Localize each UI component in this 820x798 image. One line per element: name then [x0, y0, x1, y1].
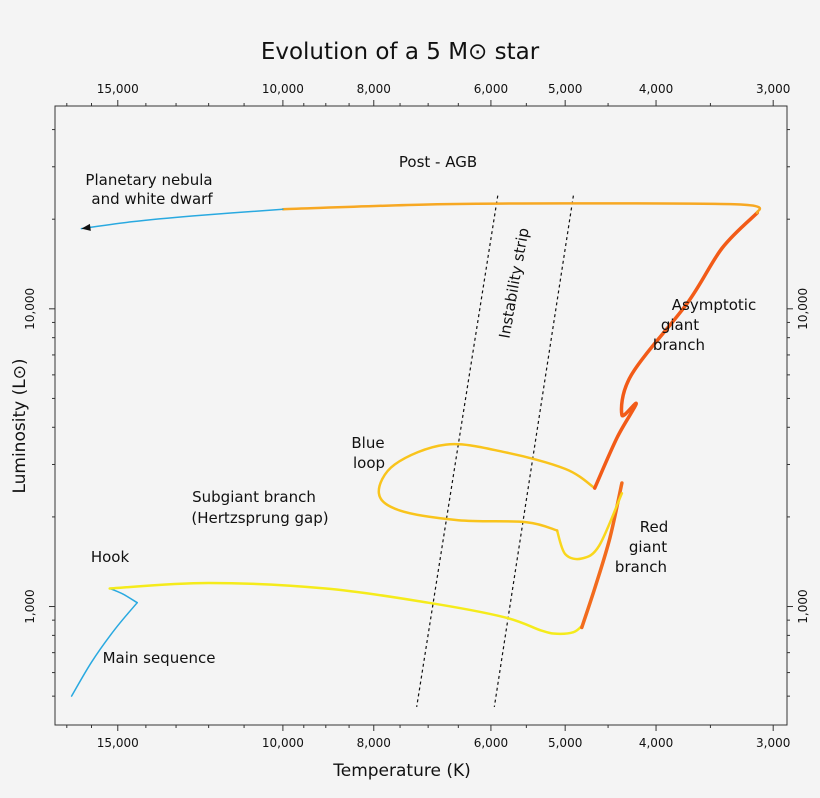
- annotation-planetary-2: and white dwarf: [91, 190, 213, 208]
- chart-title: Evolution of a 5 M⊙ star: [261, 39, 540, 65]
- series-main-sequence: [70, 601, 138, 697]
- instability-strip-layer: [416, 195, 574, 708]
- x-tick-label-bottom: 4,000: [639, 736, 673, 750]
- series-blue-loop: [377, 442, 596, 532]
- y-tick-label-right: 1,000: [796, 589, 810, 623]
- annotation-agb-1: Asymptotic: [672, 296, 756, 314]
- x-tick-label-top: 3,000: [756, 82, 790, 96]
- x-tick-label-top: 4,000: [639, 82, 673, 96]
- annotation-red-1: Red: [640, 518, 669, 536]
- series-hook: [108, 587, 138, 604]
- annotation-subgiant-2: (Hertzsprung gap): [191, 509, 328, 527]
- series-red-giant-transition: [555, 492, 624, 561]
- x-tick-label-bottom: 8,000: [357, 736, 391, 750]
- y-tick-label-left: 1,000: [23, 589, 37, 623]
- annotation-post-agb: Post - AGB: [399, 153, 477, 171]
- x-axis-label: Temperature (K): [332, 761, 471, 781]
- annotation-subgiant-1: Subgiant branch: [192, 488, 316, 506]
- plot-frame: [54, 105, 788, 726]
- annotation-instability: Instability strip: [495, 226, 532, 339]
- annotation-planetary-1: Planetary nebula: [85, 171, 212, 189]
- series-planetary-nebula: [80, 208, 284, 230]
- x-tick-label-bottom: 5,000: [548, 736, 582, 750]
- series-red-giant-branch: [580, 481, 624, 630]
- annotation-hook: Hook: [91, 548, 130, 566]
- series-subgiant-branch: [108, 581, 584, 636]
- annotation-agb-2: giant: [661, 316, 699, 334]
- annotation-red-2: giant: [629, 538, 667, 556]
- x-tick-label-top: 15,000: [97, 82, 139, 96]
- x-tick-label-top: 5,000: [548, 82, 582, 96]
- x-tick-label-top: 10,000: [262, 82, 304, 96]
- series-post-agb: [281, 202, 762, 215]
- planetary-nebula-arrowhead: [81, 223, 91, 231]
- x-tick-label-top: 8,000: [357, 82, 391, 96]
- x-tick-label-top: 6,000: [474, 82, 508, 96]
- series-layer: [70, 202, 762, 697]
- x-tick-label-bottom: 10,000: [262, 736, 304, 750]
- annotation-blue-2: loop: [353, 454, 385, 472]
- y-tick-label-left: 10,000: [23, 288, 37, 330]
- instability-strip-line: [493, 195, 574, 708]
- series-asymptotic-giant-branch: [592, 211, 759, 490]
- annotation-red-3: branch: [615, 558, 667, 576]
- annotation-main-seq: Main sequence: [103, 649, 216, 667]
- x-tick-label-bottom: 15,000: [97, 736, 139, 750]
- x-tick-label-bottom: 3,000: [756, 736, 790, 750]
- x-tick-label-bottom: 6,000: [474, 736, 508, 750]
- annotation-blue-1: Blue: [351, 434, 384, 452]
- y-tick-label-right: 10,000: [796, 288, 810, 330]
- instability-strip-line: [416, 195, 499, 708]
- ticks-layer: 15,000 15,000 10,000 10,000 8,000 8,000 6,000 6…: [23, 82, 810, 750]
- annotation-agb-3: branch: [653, 336, 705, 354]
- y-axis-label: Luminosity (L⊙): [10, 358, 30, 493]
